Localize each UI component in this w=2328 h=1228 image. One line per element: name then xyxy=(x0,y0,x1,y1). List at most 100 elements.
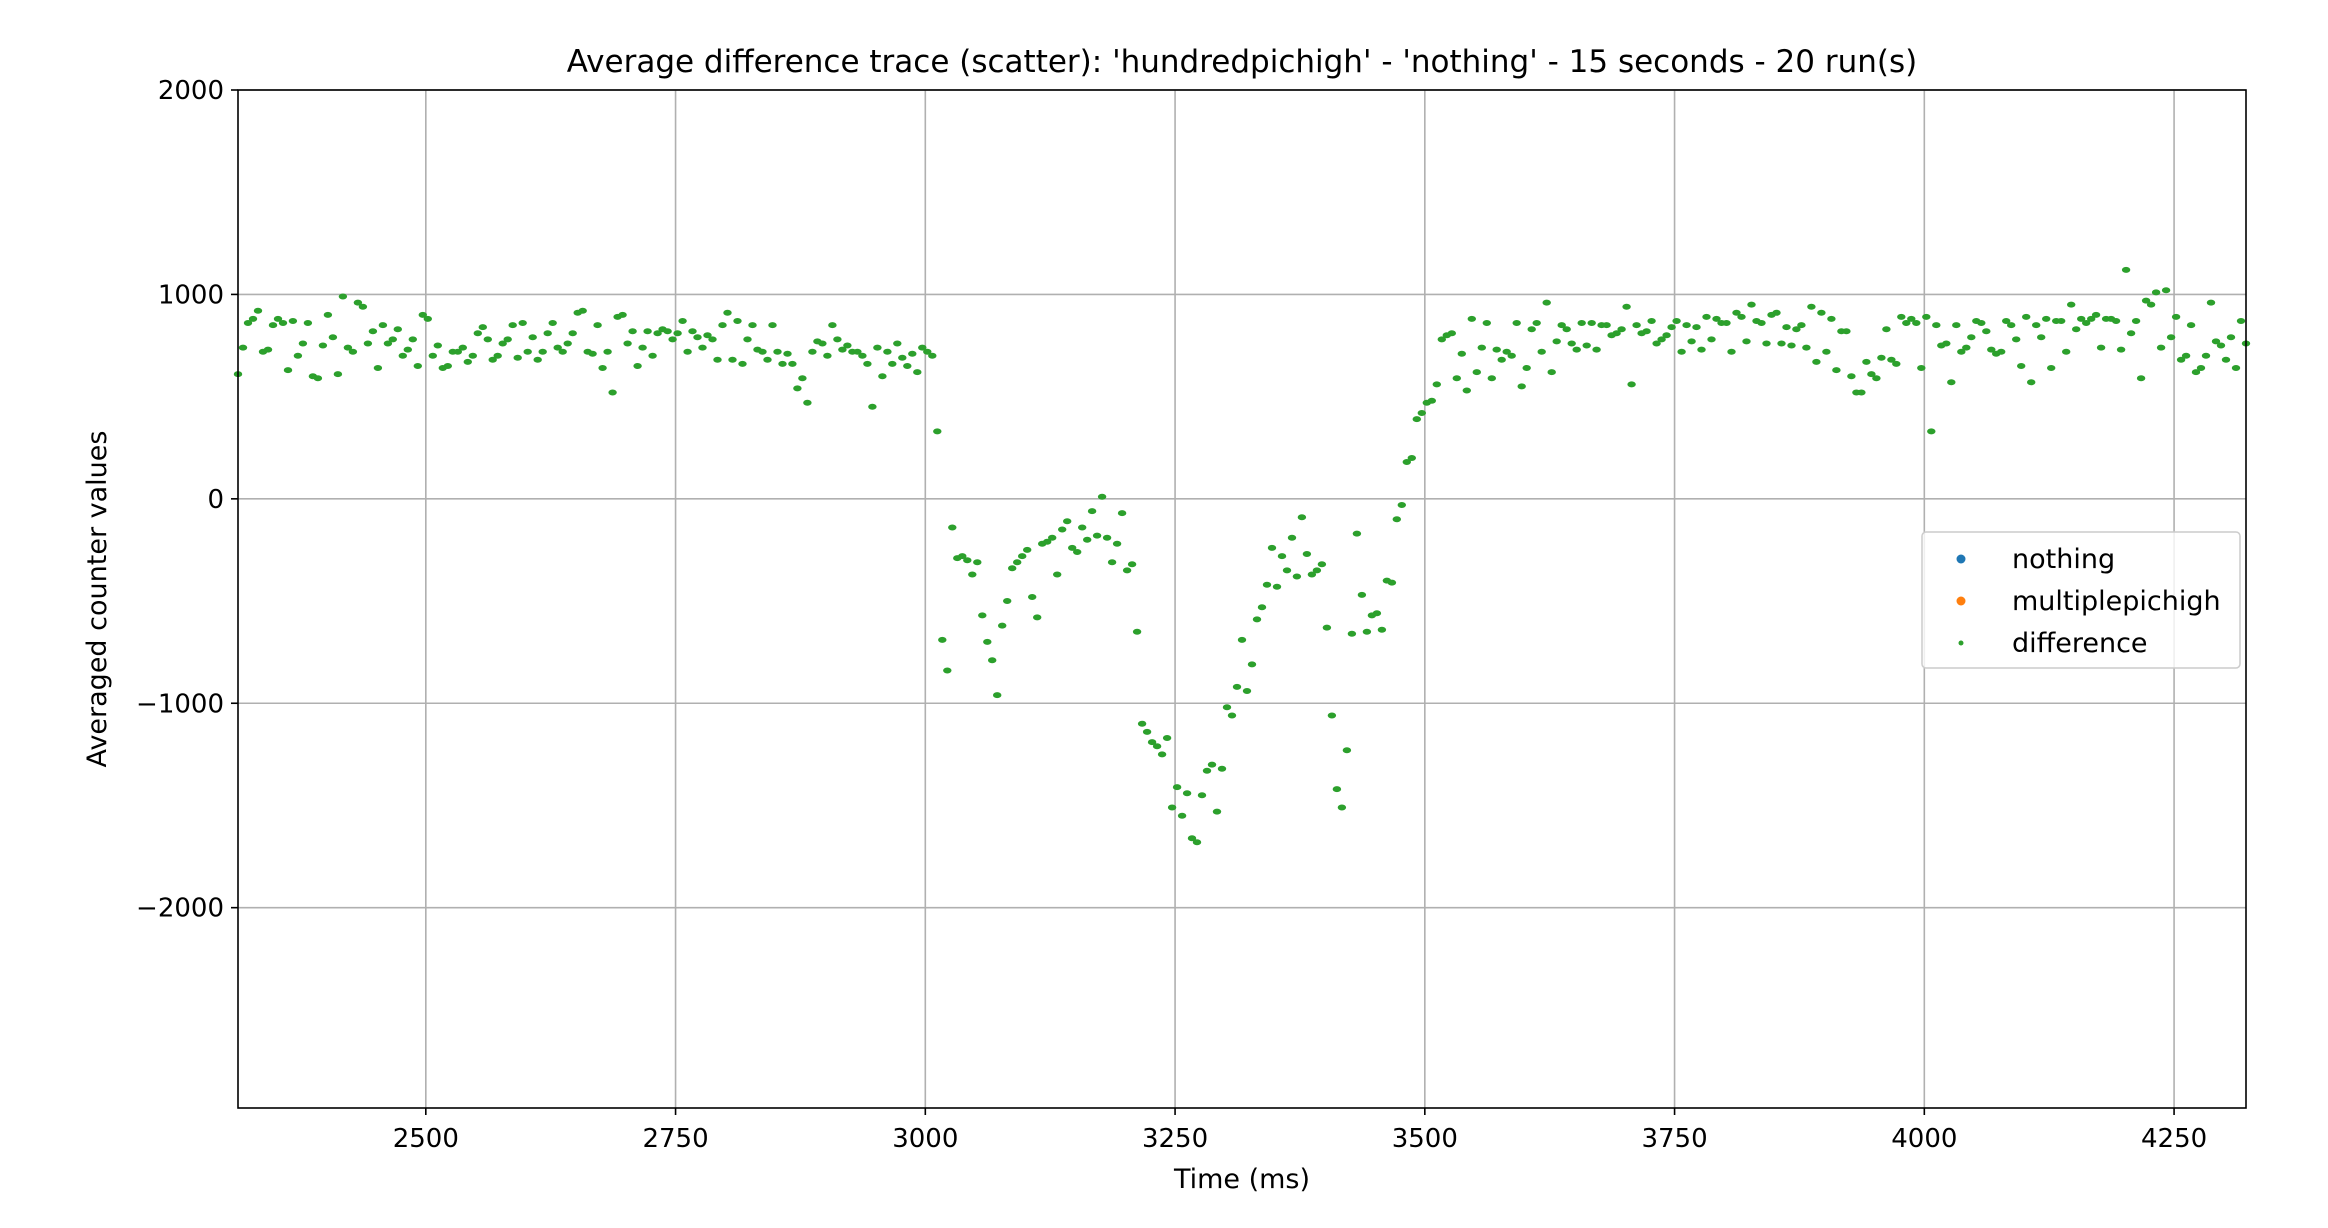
data-point-difference xyxy=(418,311,427,318)
data-point-difference xyxy=(478,324,487,331)
data-point-difference xyxy=(778,360,787,367)
data-point-difference xyxy=(1802,344,1811,351)
data-point-difference xyxy=(1212,808,1222,815)
data-point-difference xyxy=(638,344,647,351)
data-point-difference xyxy=(1447,330,1457,337)
data-point-difference xyxy=(1592,346,1601,353)
data-point-difference xyxy=(1667,324,1676,331)
data-point-difference xyxy=(858,352,867,359)
data-point-difference xyxy=(498,340,507,347)
data-point-difference xyxy=(1982,328,1991,335)
data-point-difference xyxy=(653,330,662,337)
data-point-difference xyxy=(908,350,917,357)
data-point-difference xyxy=(893,340,902,347)
data-point-difference xyxy=(473,330,482,337)
y-tick-label: 2000 xyxy=(158,76,224,106)
data-point-difference xyxy=(1987,346,1996,353)
data-point-difference xyxy=(2091,311,2101,318)
data-point-difference xyxy=(1702,313,1711,320)
y-tick-label: −1000 xyxy=(136,689,224,719)
data-point-difference xyxy=(983,638,992,645)
data-point-difference xyxy=(913,369,922,376)
data-point-difference xyxy=(303,320,313,326)
data-point-difference xyxy=(1557,322,1566,329)
data-point-difference xyxy=(1807,303,1816,310)
data-point-difference xyxy=(1063,518,1072,525)
data-point-difference xyxy=(1018,553,1027,560)
data-point-difference xyxy=(1942,340,1951,347)
legend-marker-nothing xyxy=(1956,554,1966,564)
data-point-difference xyxy=(973,559,982,566)
data-point-difference xyxy=(1867,371,1876,378)
data-point-difference xyxy=(1068,544,1077,551)
data-point-difference xyxy=(1242,688,1252,694)
data-point-difference xyxy=(403,346,412,353)
data-point-difference xyxy=(693,334,702,341)
data-point-difference xyxy=(1647,318,1656,324)
data-point-difference xyxy=(943,667,952,674)
data-point-difference xyxy=(1402,459,1412,465)
data-point-difference xyxy=(1897,313,1906,320)
data-point-difference xyxy=(1053,571,1062,578)
data-point-difference xyxy=(1822,348,1831,355)
data-point-difference xyxy=(1317,561,1327,568)
data-point-difference xyxy=(748,322,757,329)
data-point-difference xyxy=(1302,551,1312,557)
data-point-difference xyxy=(1247,661,1257,668)
data-point-difference xyxy=(1567,340,1576,347)
data-points xyxy=(233,266,2251,846)
data-point-difference xyxy=(2236,318,2246,324)
data-point-difference xyxy=(1827,315,1836,322)
data-point-difference xyxy=(828,322,837,329)
data-point-difference xyxy=(1033,614,1042,621)
data-point-difference xyxy=(1617,326,1626,333)
data-point-difference xyxy=(1627,381,1636,388)
data-point-difference xyxy=(883,348,892,355)
data-point-difference xyxy=(1112,540,1122,547)
data-point-difference xyxy=(1602,322,1611,329)
data-point-difference xyxy=(1812,358,1821,365)
data-point-difference xyxy=(2221,356,2231,363)
data-point-difference xyxy=(1083,536,1092,543)
data-point-difference xyxy=(2087,315,2096,322)
data-point-difference xyxy=(903,363,912,369)
data-point-difference xyxy=(1947,379,1956,386)
data-point-difference xyxy=(1227,712,1237,719)
data-point-difference xyxy=(918,344,927,351)
y-axis-label: Averaged counter values xyxy=(82,431,113,768)
data-point-difference xyxy=(1257,604,1267,611)
data-point-difference xyxy=(1632,322,1641,329)
legend-label-difference: difference xyxy=(2012,628,2148,659)
data-point-difference xyxy=(563,340,572,347)
data-point-difference xyxy=(623,340,632,347)
data-point-difference xyxy=(2057,318,2066,324)
data-point-difference xyxy=(2121,266,2131,273)
data-point-difference xyxy=(713,356,722,363)
data-point-difference xyxy=(1277,553,1287,560)
data-point-difference xyxy=(1472,369,1482,376)
data-point-difference xyxy=(1232,683,1242,690)
data-point-difference xyxy=(1207,761,1217,768)
data-point-difference xyxy=(798,375,807,382)
data-point-difference xyxy=(1907,315,1916,322)
data-point-difference xyxy=(578,307,587,314)
data-point-difference xyxy=(678,318,687,324)
data-point-difference xyxy=(888,360,897,367)
data-point-difference xyxy=(468,352,477,359)
data-point-difference xyxy=(1217,765,1227,772)
data-point-difference xyxy=(323,311,333,318)
data-point-difference xyxy=(1078,524,1087,531)
data-point-difference xyxy=(363,340,373,347)
data-point-difference xyxy=(1642,328,1651,335)
data-point-difference xyxy=(2226,334,2236,341)
data-point-difference xyxy=(518,320,527,326)
data-point-difference xyxy=(1397,502,1407,508)
data-point-difference xyxy=(1537,348,1546,355)
data-point-difference xyxy=(758,348,767,355)
data-point-difference xyxy=(2116,346,2126,353)
data-point-difference xyxy=(443,363,452,369)
data-point-difference xyxy=(2067,301,2076,308)
data-point-difference xyxy=(1542,299,1551,306)
data-point-difference xyxy=(493,352,502,359)
data-point-difference xyxy=(1842,328,1851,335)
